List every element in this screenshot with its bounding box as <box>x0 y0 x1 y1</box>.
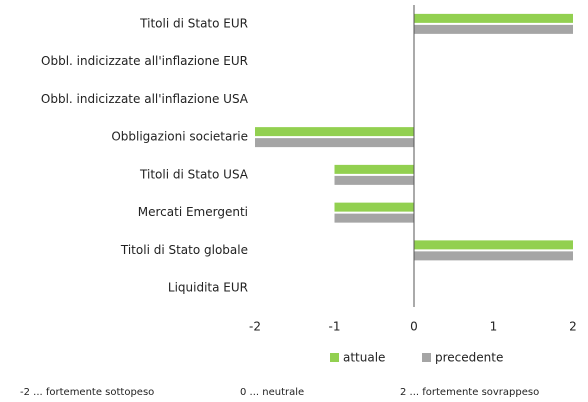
x-tick-label: 2 <box>569 320 577 334</box>
y-tick-label: Obbligazioni societarie <box>111 130 248 144</box>
y-tick-label: Titoli di Stato globale <box>120 243 248 257</box>
bar <box>334 164 414 174</box>
bar <box>334 175 414 185</box>
legend-label: attuale <box>343 351 385 365</box>
legend-label: precedente <box>435 351 503 365</box>
x-tick-label: -1 <box>329 320 341 334</box>
note: 2 ... fortemente sovrappeso <box>400 387 539 398</box>
y-tick-label: Mercati Emergenti <box>138 205 248 219</box>
note: -2 ... fortemente sottopeso <box>20 387 154 398</box>
legend-swatch <box>330 353 339 362</box>
bar <box>414 240 573 250</box>
note: 0 ... neutrale <box>240 387 304 398</box>
bar <box>255 127 414 137</box>
y-tick-label: Titoli di Stato EUR <box>139 16 248 30</box>
bar <box>414 24 573 34</box>
y-tick-label: Liquidita EUR <box>168 281 248 295</box>
y-tick-label: Obbl. indicizzate all'inflazione USA <box>41 92 249 106</box>
bar <box>414 13 573 23</box>
bar <box>255 138 414 148</box>
x-tick-label: 1 <box>490 320 498 334</box>
y-tick-label: Titoli di Stato USA <box>139 167 249 181</box>
legend-swatch <box>422 353 431 362</box>
x-tick-label: 0 <box>410 320 418 334</box>
bar <box>334 213 414 223</box>
bar <box>414 251 573 261</box>
x-tick-label: -2 <box>249 320 261 334</box>
bar <box>334 202 414 212</box>
y-tick-label: Obbl. indicizzate all'inflazione EUR <box>41 54 248 68</box>
